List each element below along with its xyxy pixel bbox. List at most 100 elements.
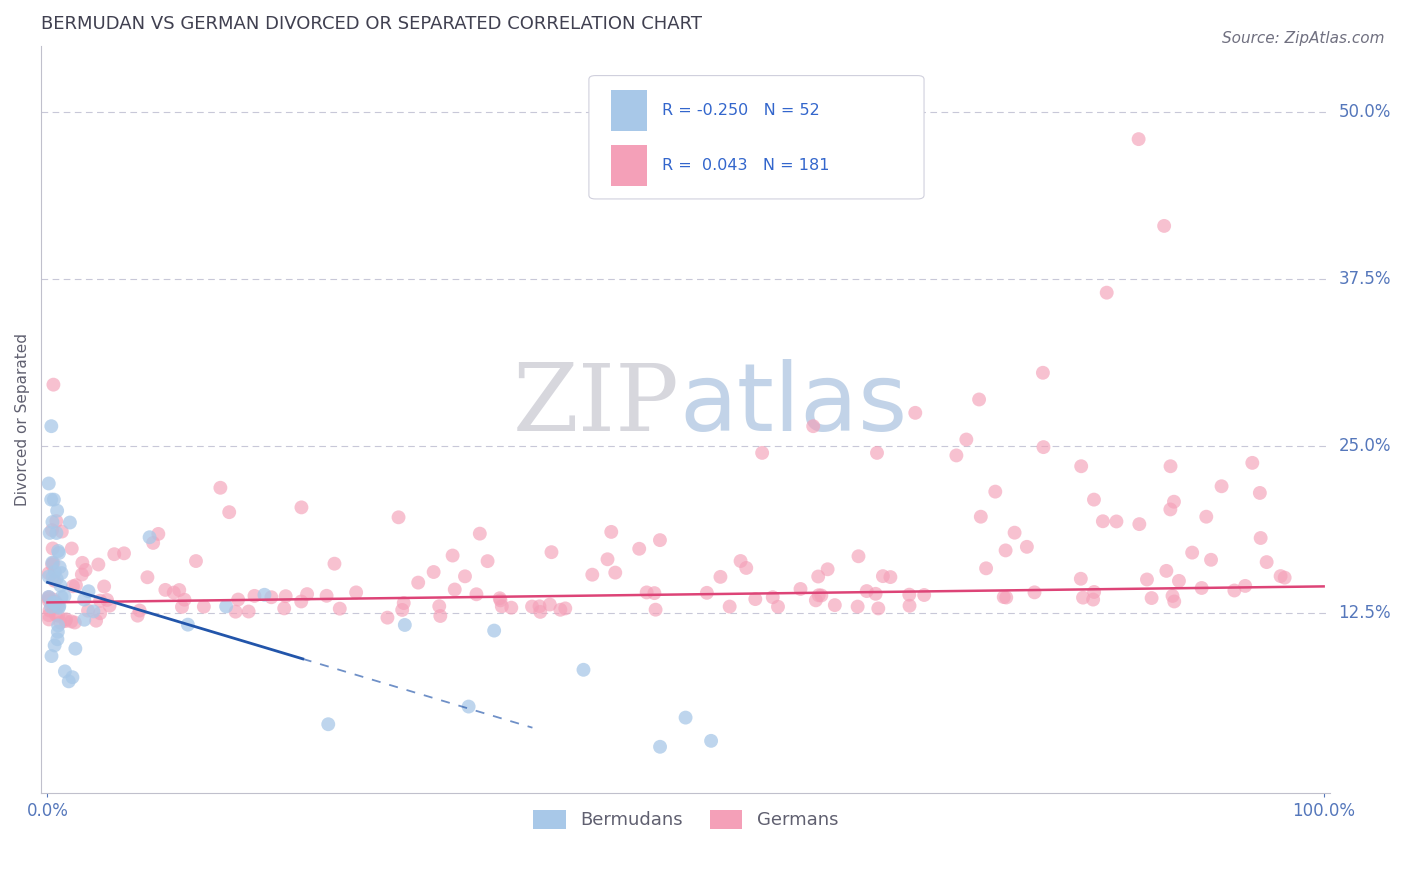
Point — [441, 549, 464, 563]
Point — [38, 608, 60, 623]
Point — [73, 592, 96, 607]
Point — [45, 572, 67, 586]
Point — [789, 582, 811, 596]
Point — [675, 710, 697, 724]
Point — [529, 605, 551, 619]
Point — [1249, 486, 1271, 500]
Point — [643, 586, 665, 600]
Point — [970, 509, 993, 524]
Point — [46, 624, 69, 639]
Point — [51, 566, 73, 580]
Point — [290, 500, 312, 515]
Point — [1250, 531, 1272, 545]
Point — [1159, 502, 1181, 516]
Text: R = -0.250   N = 52: R = -0.250 N = 52 — [662, 103, 820, 119]
Point — [163, 585, 186, 599]
Point — [391, 603, 413, 617]
Point — [215, 599, 238, 614]
Point — [1211, 479, 1233, 493]
Point — [42, 592, 65, 607]
Point — [1105, 515, 1128, 529]
Point — [41, 558, 63, 572]
Point — [44, 574, 66, 588]
Point — [1195, 509, 1218, 524]
Point — [38, 570, 60, 584]
Point — [38, 594, 60, 608]
Point — [41, 649, 63, 664]
Bar — [610, 90, 647, 131]
Text: 25.0%: 25.0% — [1339, 437, 1391, 455]
Point — [329, 601, 352, 615]
Point — [87, 558, 110, 572]
Point — [482, 624, 505, 638]
Point — [45, 607, 67, 622]
Point — [1153, 219, 1175, 233]
Point — [1091, 514, 1114, 528]
Point — [984, 484, 1007, 499]
FancyBboxPatch shape — [589, 76, 924, 199]
Point — [422, 565, 444, 579]
Text: BERMUDAN VS GERMAN DIVORCED OR SEPARATED CORRELATION CHART: BERMUDAN VS GERMAN DIVORCED OR SEPARATED… — [41, 15, 702, 33]
Point — [904, 406, 927, 420]
Point — [45, 595, 67, 609]
Point — [38, 525, 60, 540]
Point — [488, 591, 510, 606]
Point — [644, 603, 666, 617]
Point — [1256, 555, 1278, 569]
Point — [98, 599, 121, 613]
Point — [128, 603, 150, 617]
Point — [41, 523, 63, 537]
Point — [529, 599, 551, 614]
Point — [112, 546, 135, 560]
Point — [41, 569, 63, 583]
Point — [427, 599, 450, 614]
Point — [443, 582, 465, 597]
Point — [290, 594, 312, 608]
Point — [96, 593, 118, 607]
Point — [1191, 581, 1213, 595]
Text: Source: ZipAtlas.com: Source: ZipAtlas.com — [1222, 31, 1385, 46]
Point — [628, 541, 651, 556]
Point — [1032, 440, 1054, 454]
Point — [994, 543, 1017, 558]
Point — [65, 641, 87, 656]
Point — [253, 588, 276, 602]
Point — [550, 603, 572, 617]
Point — [501, 600, 523, 615]
Point — [1234, 579, 1257, 593]
Point — [274, 589, 297, 603]
Point — [855, 584, 877, 599]
Point — [39, 492, 62, 507]
Point — [879, 570, 901, 584]
Point — [1024, 585, 1046, 599]
Point — [42, 556, 65, 570]
Point — [898, 599, 921, 613]
Point — [974, 561, 997, 575]
Point — [38, 590, 60, 604]
Point — [1071, 591, 1094, 605]
Point — [477, 554, 499, 568]
Point — [1070, 572, 1092, 586]
Point — [53, 589, 76, 603]
Point — [60, 541, 83, 556]
Point — [48, 546, 70, 560]
Point — [41, 541, 63, 556]
Point — [955, 433, 977, 447]
Point — [700, 734, 723, 748]
Point — [1181, 546, 1204, 560]
Point — [167, 582, 190, 597]
Point — [457, 699, 479, 714]
Point — [53, 614, 76, 628]
Point — [489, 593, 512, 607]
Point — [103, 547, 125, 561]
Point — [295, 587, 318, 601]
Point — [865, 587, 887, 601]
Point — [46, 632, 69, 647]
Point — [600, 524, 623, 539]
Point — [46, 608, 69, 623]
Point — [49, 579, 72, 593]
Point — [817, 562, 839, 576]
Point — [810, 589, 832, 603]
Point — [1156, 564, 1178, 578]
Point — [45, 514, 67, 528]
